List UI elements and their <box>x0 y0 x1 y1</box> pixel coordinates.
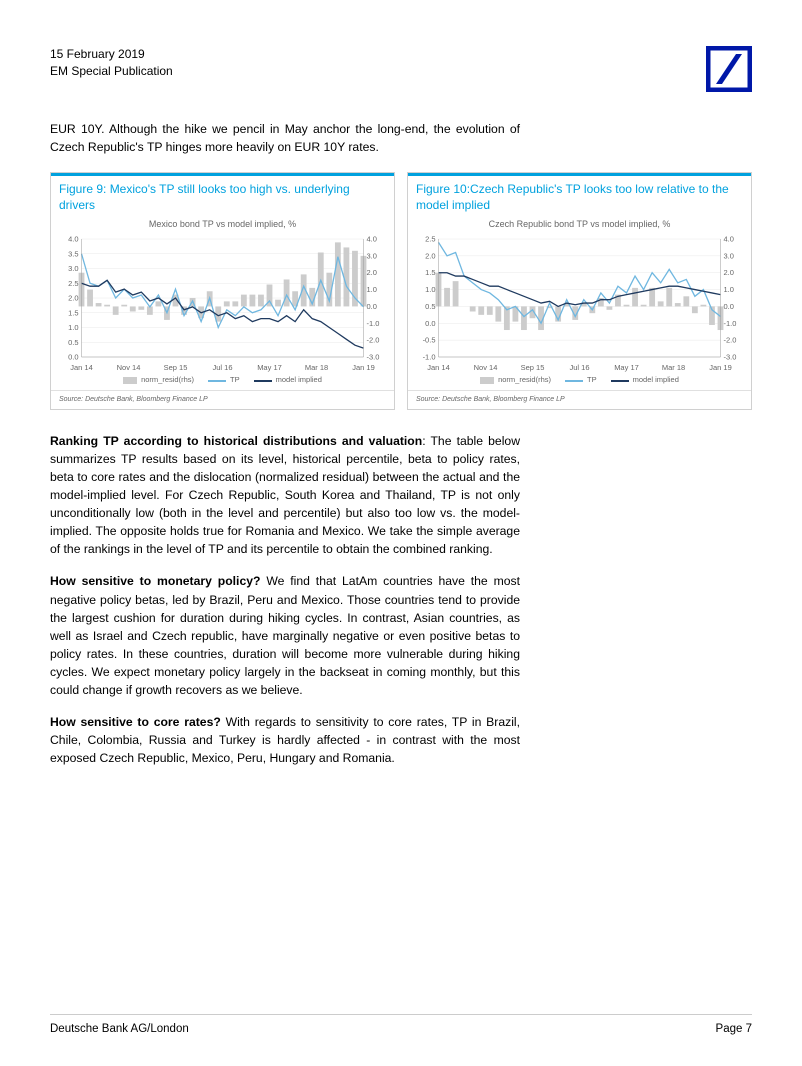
svg-text:2.5: 2.5 <box>68 279 78 288</box>
figure-9-title: Figure 9: Mexico's TP still looks too hi… <box>59 182 386 214</box>
svg-text:Mar 18: Mar 18 <box>662 363 685 372</box>
svg-text:Nov 14: Nov 14 <box>474 363 498 372</box>
svg-text:0.5: 0.5 <box>425 302 435 311</box>
svg-text:1.0: 1.0 <box>68 323 78 332</box>
legend-bar-icon <box>480 377 494 384</box>
svg-text:May 17: May 17 <box>257 363 282 372</box>
svg-text:Sep 15: Sep 15 <box>164 363 188 372</box>
header-date: 15 February 2019 <box>50 46 173 63</box>
figure-10-source: Source: Deutsche Bank, Bloomberg Finance… <box>408 390 751 409</box>
svg-text:3.0: 3.0 <box>367 251 377 260</box>
charts-row: Figure 9: Mexico's TP still looks too hi… <box>50 172 752 410</box>
paragraph-1-body: : The table below summarizes TP results … <box>50 434 520 556</box>
svg-text:Nov 14: Nov 14 <box>117 363 141 372</box>
legend-model-label: model implied <box>633 375 679 386</box>
figure-10-chart: -1.0 -0.5 0.0 0.5 1.0 1.5 2.0 2.5 -3.0 -2.0 -1.0 0.… <box>414 233 745 373</box>
svg-text:1.5: 1.5 <box>68 308 78 317</box>
svg-text:Jan 19: Jan 19 <box>352 363 375 372</box>
figure-9-subtitle: Mexico bond TP vs model implied, % <box>57 218 388 231</box>
header-meta: 15 February 2019 EM Special Publication <box>50 46 173 81</box>
svg-text:Sep 15: Sep 15 <box>521 363 545 372</box>
figure-9-chart: 0.0 0.5 1.0 1.5 2.0 2.5 3.0 3.5 4.0 -3.0 -2.0 -1.0 0… <box>57 233 388 373</box>
svg-text:Jan 14: Jan 14 <box>427 363 450 372</box>
svg-text:2.0: 2.0 <box>724 268 734 277</box>
legend-model-label: model implied <box>276 375 322 386</box>
legend-tp-icon <box>208 380 226 382</box>
paragraph-3-bold: How sensitive to core rates? <box>50 715 221 729</box>
paragraph-3: How sensitive to core rates? With regard… <box>50 713 520 767</box>
figure-10-title: Figure 10:Czech Republic's TP looks too … <box>416 182 743 214</box>
svg-text:0.0: 0.0 <box>367 302 377 311</box>
legend-tp-icon <box>565 380 583 382</box>
paragraph-2-bold: How sensitive to monetary policy? <box>50 574 260 588</box>
figure-10-legend: norm_resid(rhs) TP model implied <box>414 373 745 390</box>
svg-text:2.0: 2.0 <box>367 268 377 277</box>
svg-text:-3.0: -3.0 <box>724 353 737 362</box>
figure-9-legend: norm_resid(rhs) TP model implied <box>57 373 388 390</box>
figure-9-source: Source: Deutsche Bank, Bloomberg Finance… <box>51 390 394 409</box>
footer-left: Deutsche Bank AG/London <box>50 1021 189 1038</box>
svg-text:Jul 16: Jul 16 <box>212 363 232 372</box>
svg-text:3.0: 3.0 <box>724 251 734 260</box>
svg-text:1.0: 1.0 <box>367 285 377 294</box>
svg-text:4.0: 4.0 <box>724 235 734 244</box>
svg-text:1.0: 1.0 <box>724 285 734 294</box>
svg-text:Mar 18: Mar 18 <box>305 363 328 372</box>
paragraph-1-bold: Ranking TP according to historical distr… <box>50 434 422 448</box>
svg-text:2.0: 2.0 <box>425 251 435 260</box>
svg-text:-3.0: -3.0 <box>367 353 380 362</box>
page-footer: Deutsche Bank AG/London Page 7 <box>50 1014 752 1038</box>
legend-model-icon <box>611 380 629 382</box>
svg-text:-2.0: -2.0 <box>367 336 380 345</box>
figure-9-card: Figure 9: Mexico's TP still looks too hi… <box>50 172 395 410</box>
svg-text:-0.5: -0.5 <box>423 336 436 345</box>
svg-text:2.0: 2.0 <box>68 294 78 303</box>
svg-text:0.0: 0.0 <box>724 302 734 311</box>
legend-model-icon <box>254 380 272 382</box>
svg-text:0.0: 0.0 <box>68 353 78 362</box>
svg-text:0.5: 0.5 <box>68 338 78 347</box>
legend-tp-label: TP <box>230 375 240 386</box>
svg-text:-1.0: -1.0 <box>724 319 737 328</box>
svg-text:4.0: 4.0 <box>367 235 377 244</box>
svg-text:1.5: 1.5 <box>425 268 435 277</box>
svg-text:Jan 14: Jan 14 <box>70 363 93 372</box>
page-header: 15 February 2019 EM Special Publication <box>50 46 752 92</box>
svg-text:Jul 16: Jul 16 <box>569 363 589 372</box>
legend-bar-label: norm_resid(rhs) <box>498 375 551 386</box>
svg-text:3.5: 3.5 <box>68 249 78 258</box>
svg-text:-1.0: -1.0 <box>367 319 380 328</box>
svg-text:2.5: 2.5 <box>425 235 435 244</box>
db-logo-icon <box>706 46 752 92</box>
paragraph-2-body: We find that LatAm countries have the mo… <box>50 574 520 696</box>
paragraph-2: How sensitive to monetary policy? We fin… <box>50 572 520 698</box>
figure-10-card: Figure 10:Czech Republic's TP looks too … <box>407 172 752 410</box>
legend-bar-icon <box>123 377 137 384</box>
legend-tp-label: TP <box>587 375 597 386</box>
paragraph-1: Ranking TP according to historical distr… <box>50 432 520 558</box>
svg-text:1.0: 1.0 <box>425 285 435 294</box>
svg-text:3.0: 3.0 <box>68 264 78 273</box>
header-pub: EM Special Publication <box>50 63 173 80</box>
footer-right: Page 7 <box>716 1021 752 1038</box>
svg-text:-2.0: -2.0 <box>724 336 737 345</box>
svg-text:4.0: 4.0 <box>68 235 78 244</box>
legend-bar-label: norm_resid(rhs) <box>141 375 194 386</box>
figure-10-subtitle: Czech Republic bond TP vs model implied,… <box>414 218 745 231</box>
intro-text: EUR 10Y. Although the hike we pencil in … <box>50 120 520 156</box>
svg-text:-1.0: -1.0 <box>423 353 436 362</box>
svg-text:0.0: 0.0 <box>425 319 435 328</box>
svg-text:Jan 19: Jan 19 <box>709 363 732 372</box>
svg-text:May 17: May 17 <box>614 363 639 372</box>
